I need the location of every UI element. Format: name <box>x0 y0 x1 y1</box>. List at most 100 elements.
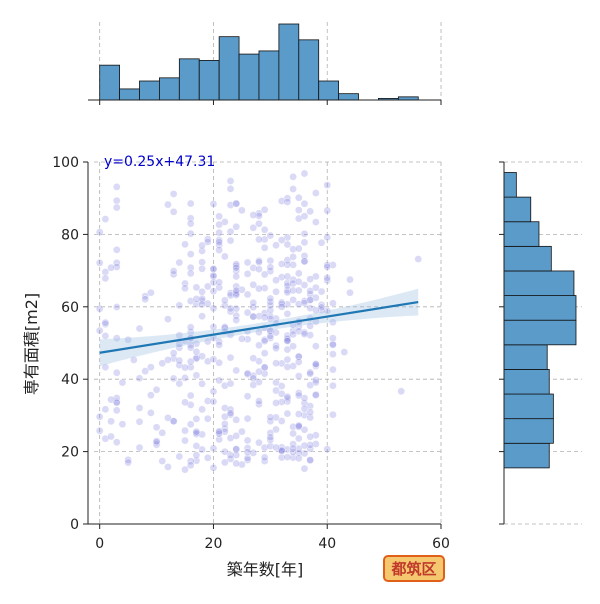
scatter-point <box>186 297 195 305</box>
scatter-point <box>169 354 178 363</box>
scatter-point <box>118 378 127 387</box>
scatter-point <box>124 336 132 344</box>
scatter-point <box>260 284 269 292</box>
scatter-point <box>198 445 206 454</box>
scatter-point <box>232 263 241 272</box>
scatter-point <box>329 340 337 349</box>
scatter-point <box>226 227 235 236</box>
scatter-point <box>232 286 241 295</box>
scatter-point <box>226 409 235 417</box>
scatter-point <box>255 212 263 220</box>
scatter-point <box>266 267 275 275</box>
scatter-point <box>323 306 332 315</box>
scatter-point <box>169 417 178 425</box>
scatter-point <box>221 447 229 456</box>
scatter-point <box>112 303 121 311</box>
x-tick-label: 60 <box>432 536 450 552</box>
scatter-point <box>289 261 297 269</box>
y-tick-label: 0 <box>70 517 79 533</box>
scatter-point <box>186 323 195 332</box>
scatter-point <box>255 341 263 350</box>
scatter-point <box>277 382 286 390</box>
scatter-point <box>283 279 292 287</box>
scatter-point <box>255 209 263 218</box>
scatter-point <box>203 337 212 346</box>
scatter-point <box>203 235 212 243</box>
scatter-point <box>203 454 212 462</box>
scatter-point <box>101 268 110 276</box>
scatter-point <box>312 362 320 370</box>
scatter-point <box>283 198 292 206</box>
scatter-point <box>300 464 309 473</box>
scatter-point <box>215 246 223 254</box>
scatter-point <box>238 285 246 294</box>
scatter-point <box>192 283 201 292</box>
scatter-point <box>289 173 297 181</box>
scatter-point <box>226 177 235 185</box>
scatter-point <box>186 269 195 278</box>
scatter-point <box>107 417 115 426</box>
scatter-point <box>209 200 218 208</box>
scatter-point <box>169 270 178 279</box>
scatter-point <box>294 389 303 397</box>
scatter-point <box>152 423 161 432</box>
scatter-point <box>266 442 275 450</box>
scatter-point <box>186 461 195 470</box>
scatter-point <box>192 295 201 303</box>
scatter-point <box>294 358 303 366</box>
top-hist-bar <box>139 80 160 101</box>
scatter-point <box>294 448 303 457</box>
scatter-point <box>266 263 275 272</box>
scatter-point <box>323 181 332 189</box>
scatter-point <box>221 424 229 433</box>
scatter-point <box>209 463 218 472</box>
scatter-point <box>255 367 263 376</box>
scatter-point <box>283 453 292 461</box>
scatter-point <box>277 453 286 462</box>
scatter-point <box>112 263 121 271</box>
scatter-point <box>294 434 303 443</box>
scatter-point <box>221 323 229 332</box>
scatter-point <box>221 381 229 390</box>
scatter-point <box>306 369 314 378</box>
scatter-point <box>260 369 269 378</box>
top-hist-bar <box>258 50 280 101</box>
scatter-point <box>198 265 206 273</box>
scatter-point <box>329 365 337 374</box>
top-hist-bar <box>238 53 260 101</box>
scatter-point <box>186 401 195 409</box>
scatter-point <box>306 432 314 441</box>
scatter-point <box>215 341 223 349</box>
scatter-point <box>346 288 354 297</box>
scatter-point <box>186 457 195 465</box>
scatter-point <box>135 374 144 383</box>
scatter-point <box>215 427 223 436</box>
scatter-point <box>95 412 104 421</box>
scatter-point <box>294 244 303 253</box>
scatter-point <box>300 299 309 307</box>
scatter-point <box>289 444 297 453</box>
scatter-point <box>192 456 201 465</box>
scatter-point <box>243 444 252 452</box>
main-scatter-plot: 0 20 40 60 0 20 40 60 80 100 <box>52 155 450 552</box>
scatter-point <box>272 241 280 250</box>
scatter-point <box>221 412 229 421</box>
scatter-point <box>135 443 144 452</box>
scatter-point <box>260 337 269 345</box>
scatter-point <box>215 220 223 229</box>
scatter-point <box>107 432 115 441</box>
scatter-point <box>238 427 246 436</box>
y-tick-label: 100 <box>52 155 79 171</box>
scatter-point <box>215 238 223 246</box>
scatter-point <box>232 459 241 468</box>
scatter-point <box>226 353 235 362</box>
scatter-point <box>300 441 309 450</box>
scatter-point <box>317 301 326 309</box>
scatter-point <box>255 397 263 405</box>
scatter-point <box>203 414 212 423</box>
scatter-point <box>101 274 110 283</box>
scatter-point <box>192 415 201 423</box>
scatter-point <box>238 460 246 469</box>
scatter-point <box>289 245 297 254</box>
